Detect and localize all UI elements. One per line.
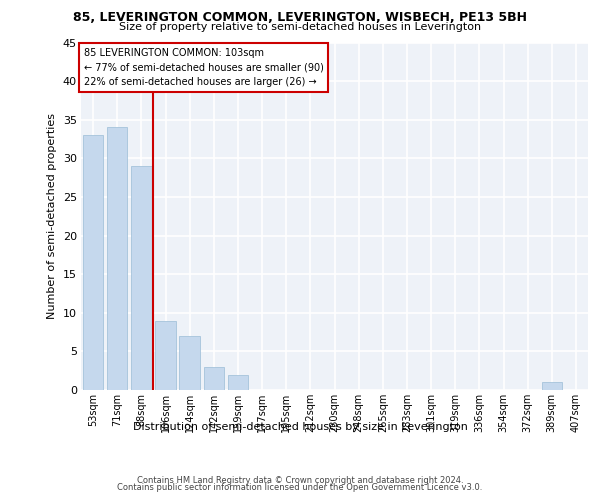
Bar xyxy=(542,382,562,390)
Bar xyxy=(203,367,224,390)
Text: Distribution of semi-detached houses by size in Leverington: Distribution of semi-detached houses by … xyxy=(133,422,467,432)
Bar xyxy=(227,374,248,390)
Y-axis label: Number of semi-detached properties: Number of semi-detached properties xyxy=(47,114,57,320)
Text: Contains public sector information licensed under the Open Government Licence v3: Contains public sector information licen… xyxy=(118,484,482,492)
Bar xyxy=(83,135,103,390)
Bar xyxy=(131,166,152,390)
Text: 85 LEVERINGTON COMMON: 103sqm
← 77% of semi-detached houses are smaller (90)
22%: 85 LEVERINGTON COMMON: 103sqm ← 77% of s… xyxy=(83,48,323,88)
Bar xyxy=(155,320,176,390)
Bar xyxy=(107,128,127,390)
Text: Contains HM Land Registry data © Crown copyright and database right 2024.: Contains HM Land Registry data © Crown c… xyxy=(137,476,463,485)
Bar xyxy=(179,336,200,390)
Text: Size of property relative to semi-detached houses in Leverington: Size of property relative to semi-detach… xyxy=(119,22,481,32)
Text: 85, LEVERINGTON COMMON, LEVERINGTON, WISBECH, PE13 5BH: 85, LEVERINGTON COMMON, LEVERINGTON, WIS… xyxy=(73,11,527,24)
